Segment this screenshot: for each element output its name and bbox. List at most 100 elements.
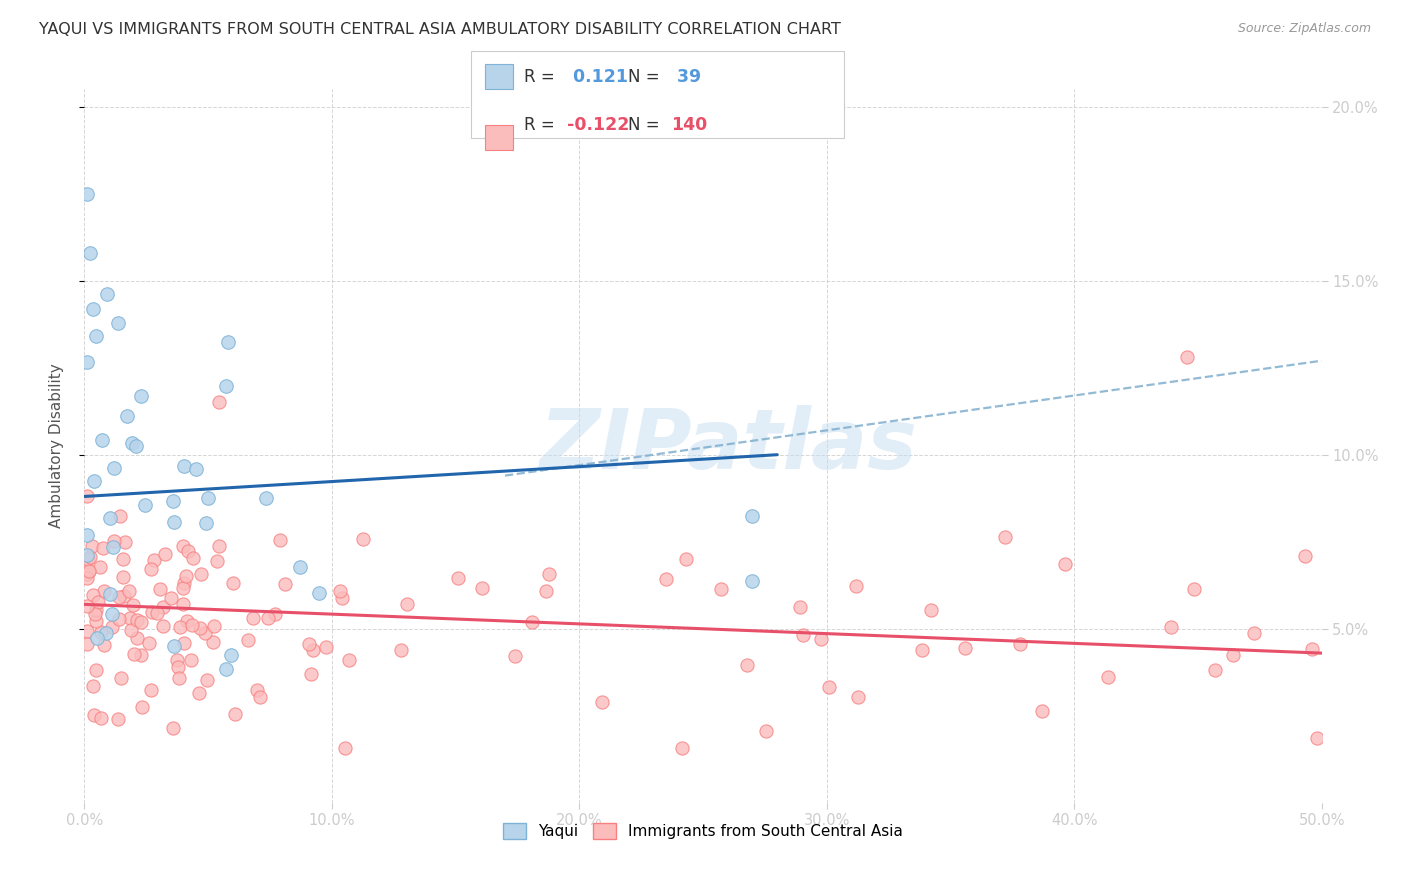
Point	[114, 534, 136, 549]
Point	[254, 491, 277, 505]
Point	[103, 460, 125, 475]
Point	[264, 607, 287, 621]
Point	[152, 600, 174, 615]
Point	[149, 582, 172, 597]
Point	[77, 552, 100, 566]
Point	[172, 540, 194, 554]
Point	[90, 625, 112, 640]
Point	[100, 619, 122, 633]
Point	[735, 657, 758, 672]
Point	[131, 699, 153, 714]
Point	[335, 740, 357, 755]
Point	[202, 619, 225, 633]
Text: N =: N =	[628, 68, 665, 86]
Point	[76, 571, 98, 585]
Point	[1160, 619, 1182, 633]
Point	[391, 643, 413, 657]
Point	[120, 611, 142, 625]
Point	[273, 577, 295, 591]
Point	[107, 316, 129, 330]
Point	[848, 690, 870, 704]
Point	[111, 552, 134, 566]
Point	[1097, 670, 1119, 684]
Point	[172, 597, 194, 611]
Point	[1053, 557, 1076, 571]
Text: 0.121: 0.121	[567, 68, 627, 86]
Point	[654, 572, 676, 586]
Point	[818, 681, 841, 695]
Point	[911, 642, 934, 657]
Point	[82, 539, 104, 553]
Point	[163, 515, 186, 529]
Point	[754, 723, 776, 738]
Point	[215, 662, 238, 676]
Point	[125, 439, 148, 453]
Point	[236, 633, 259, 648]
Point	[76, 355, 98, 369]
Point	[395, 597, 418, 611]
Text: -0.122: -0.122	[567, 116, 628, 134]
Point	[675, 551, 697, 566]
Point	[111, 570, 134, 584]
Point	[110, 508, 132, 523]
Point	[83, 474, 105, 488]
Point	[91, 433, 114, 447]
Point	[129, 648, 152, 662]
Point	[1204, 663, 1226, 677]
Point	[845, 579, 868, 593]
Point	[93, 638, 115, 652]
Point	[180, 618, 202, 632]
Point	[166, 653, 188, 667]
Point	[89, 559, 111, 574]
Point	[505, 649, 527, 664]
Point	[920, 603, 942, 617]
Point	[953, 641, 976, 656]
Point	[84, 663, 107, 677]
Point	[447, 570, 470, 584]
Text: R =: R =	[524, 116, 561, 134]
Point	[184, 462, 207, 476]
Point	[710, 582, 733, 596]
Point	[115, 409, 138, 424]
Point	[994, 531, 1017, 545]
Text: Source: ZipAtlas.com: Source: ZipAtlas.com	[1237, 22, 1371, 36]
Point	[288, 560, 311, 574]
Point	[352, 532, 374, 546]
Point	[82, 680, 104, 694]
Point	[330, 591, 353, 606]
Point	[129, 389, 152, 403]
Point	[308, 586, 330, 600]
Point	[110, 671, 132, 685]
Point	[1301, 641, 1323, 656]
Point	[107, 712, 129, 726]
Point	[176, 614, 198, 628]
Point	[188, 621, 211, 635]
Point	[205, 554, 228, 568]
Point	[93, 583, 115, 598]
Point	[197, 491, 219, 505]
Point	[188, 686, 211, 700]
Point	[91, 541, 114, 555]
Point	[173, 576, 195, 591]
Point	[520, 615, 543, 629]
Point	[1243, 626, 1265, 640]
Point	[1222, 648, 1244, 662]
Point	[152, 619, 174, 633]
Point	[162, 722, 184, 736]
Point	[1010, 637, 1032, 651]
Point	[83, 707, 105, 722]
Point	[76, 637, 98, 651]
Point	[256, 611, 278, 625]
Point	[180, 652, 202, 666]
Point	[87, 595, 110, 609]
Point	[77, 564, 100, 578]
Point	[76, 548, 98, 562]
Point	[183, 551, 205, 566]
Point	[302, 643, 325, 657]
Text: 140: 140	[671, 116, 707, 134]
Point	[169, 620, 191, 634]
Point	[269, 533, 291, 547]
Point	[538, 566, 561, 581]
Point	[166, 659, 188, 673]
Point	[127, 631, 149, 645]
